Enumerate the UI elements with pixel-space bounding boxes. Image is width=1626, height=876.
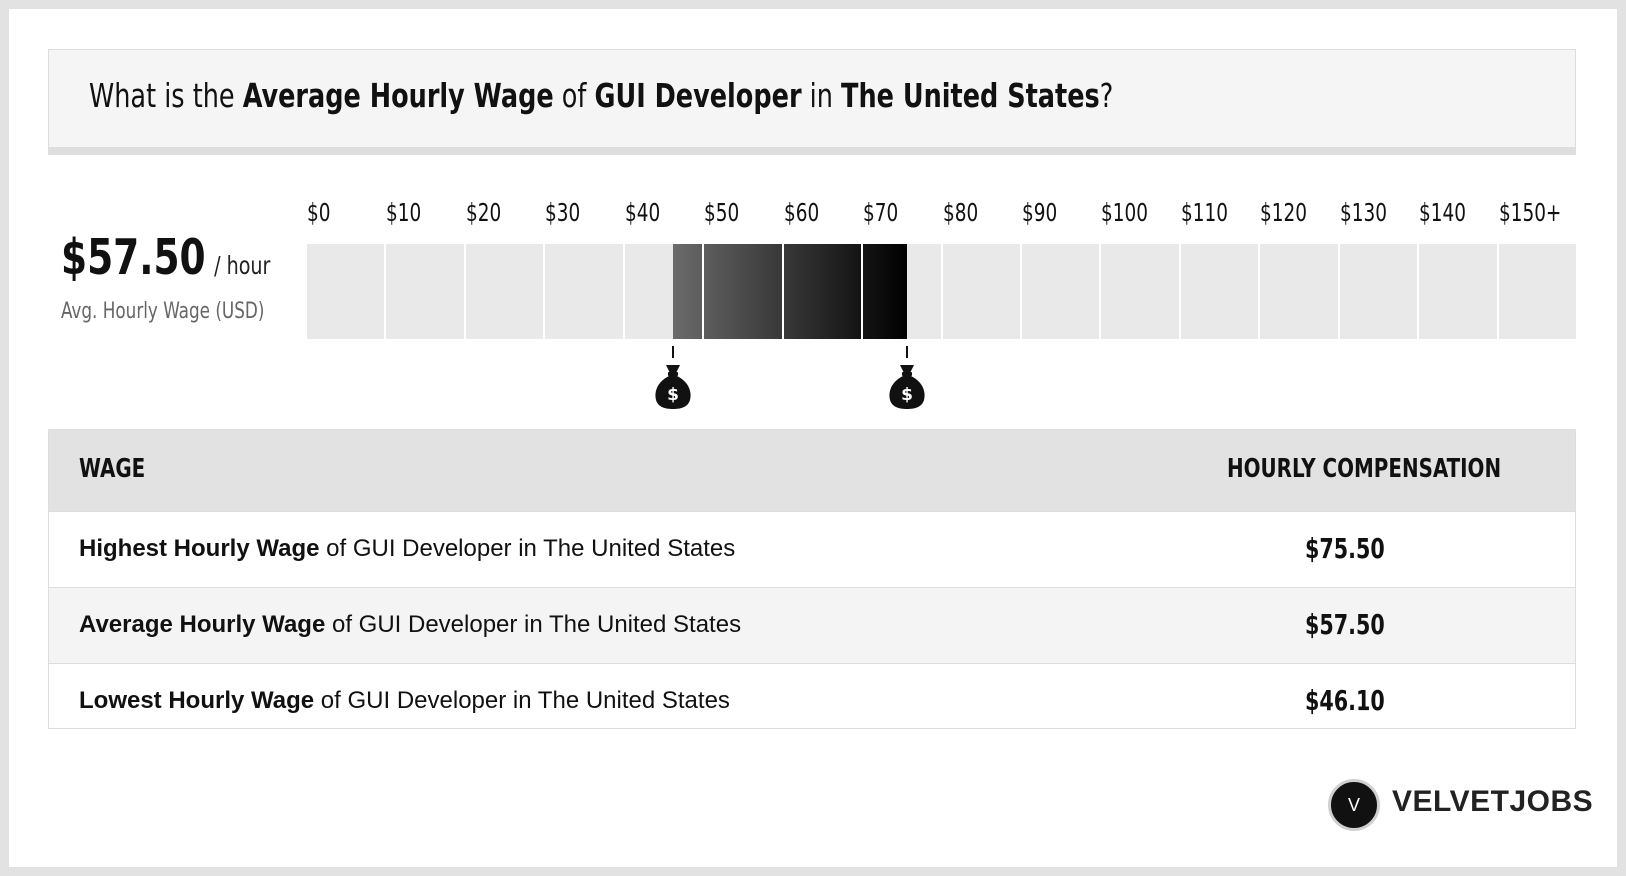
tick-label: $30 bbox=[545, 198, 581, 227]
tick-label: $140 bbox=[1419, 198, 1467, 227]
wage-range-segment bbox=[673, 244, 703, 339]
bar-cell bbox=[1101, 244, 1179, 339]
svg-text:$: $ bbox=[901, 385, 913, 405]
tick-label: $70 bbox=[863, 198, 899, 227]
table-row: Highest Hourly Wage of GUI Developer in … bbox=[49, 511, 1575, 587]
average-wage-display: $57.50 / hour bbox=[61, 229, 270, 286]
row-label: Highest Hourly Wage of GUI Developer in … bbox=[79, 535, 736, 562]
wage-range-segment bbox=[783, 244, 862, 339]
table-header: WAGE HOURLY COMPENSATION bbox=[49, 430, 1575, 511]
wage-bar-track bbox=[307, 244, 1578, 339]
bar-cell bbox=[1498, 244, 1576, 339]
row-label: Lowest Hourly Wage of GUI Developer in T… bbox=[79, 687, 730, 714]
tick-label: $10 bbox=[386, 198, 422, 227]
tick-label: $120 bbox=[1260, 198, 1308, 227]
tick-label: $130 bbox=[1339, 198, 1387, 227]
row-value: $46.10 bbox=[1305, 684, 1385, 717]
wage-range-segment bbox=[863, 244, 907, 339]
wage-range-segment bbox=[704, 244, 782, 339]
page-title: What is the Average Hourly Wage of GUI D… bbox=[89, 76, 1114, 115]
tick-label: $110 bbox=[1180, 198, 1228, 227]
row-value: $57.50 bbox=[1305, 608, 1385, 641]
wage-unit: / hour bbox=[214, 251, 271, 280]
wage-table: WAGE HOURLY COMPENSATION Highest Hourly … bbox=[48, 429, 1576, 729]
card: What is the Average Hourly Wage of GUI D… bbox=[9, 9, 1617, 867]
average-wage-caption: Avg. Hourly Wage (USD) bbox=[61, 299, 265, 324]
row-value: $75.50 bbox=[1305, 532, 1385, 565]
money-bag-icon: $ bbox=[653, 362, 693, 410]
row-label: Average Hourly Wage of GUI Developer in … bbox=[79, 611, 742, 638]
bar-cell bbox=[1339, 244, 1418, 339]
logo-wordmark: VELVETJOBS bbox=[1392, 785, 1594, 818]
tick-label: $20 bbox=[465, 198, 502, 227]
header-wage: WAGE bbox=[79, 454, 146, 484]
header-hourly-compensation: HOURLY COMPENSATION bbox=[1227, 454, 1502, 484]
velvetjobs-logo[interactable]: V VELVETJOBS bbox=[1324, 775, 1593, 835]
tick-label: $0 bbox=[307, 198, 331, 227]
bar-cell bbox=[307, 244, 385, 339]
marker-tick bbox=[905, 346, 908, 358]
wage-range-chart: $0 $10 $20 $30 $40 $50 $60 $70 $80 $90 $100 $110 $12… bbox=[307, 186, 1585, 409]
marker-tick bbox=[672, 346, 675, 358]
bar-cell bbox=[545, 244, 623, 339]
bar-cell bbox=[1180, 244, 1259, 339]
bar-cell bbox=[1260, 244, 1338, 339]
bar-cell bbox=[1021, 244, 1100, 339]
tick-label: $40 bbox=[624, 198, 660, 227]
bar-cell bbox=[942, 244, 1020, 339]
logo-mark: V bbox=[1328, 779, 1380, 831]
bar-cell bbox=[465, 244, 544, 339]
tick-label: $150+ bbox=[1498, 198, 1561, 227]
bar-cell bbox=[1419, 244, 1497, 339]
table-row: Lowest Hourly Wage of GUI Developer in T… bbox=[49, 663, 1575, 739]
average-wage-amount: $57.50 bbox=[61, 229, 206, 286]
bar-cell bbox=[386, 244, 464, 339]
tick-label: $60 bbox=[783, 198, 819, 227]
tick-label: $80 bbox=[942, 198, 978, 227]
table-row: Average Hourly Wage of GUI Developer in … bbox=[49, 587, 1575, 663]
money-bag-icon: $ bbox=[887, 362, 927, 410]
tick-label: $90 bbox=[1021, 198, 1058, 227]
title-box: What is the Average Hourly Wage of GUI D… bbox=[48, 49, 1576, 155]
tick-label: $100 bbox=[1101, 198, 1149, 227]
tick-label: $50 bbox=[704, 198, 740, 227]
svg-text:$: $ bbox=[667, 385, 679, 405]
